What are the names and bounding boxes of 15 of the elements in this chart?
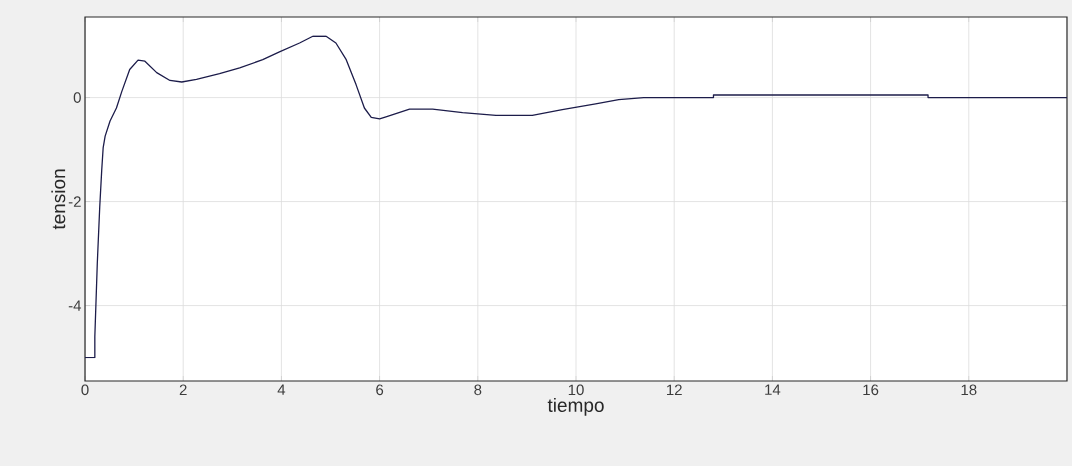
x-tick-label: 14 bbox=[765, 384, 781, 395]
x-tick-label: 0 bbox=[81, 384, 89, 396]
y-tick-label: 0 bbox=[73, 92, 81, 103]
y-tick-label: -4 bbox=[68, 300, 82, 311]
x-tick-label: 18 bbox=[961, 384, 977, 396]
x-axis-title: tiempo bbox=[547, 398, 604, 416]
x-tick-label: 6 bbox=[376, 384, 384, 396]
y-axis-title: tension bbox=[51, 169, 66, 230]
x-tick-label: 12 bbox=[667, 384, 682, 395]
y-tick-label: -2 bbox=[68, 196, 81, 207]
x-tick-label: 4 bbox=[277, 384, 286, 395]
x-tick-label: 2 bbox=[179, 384, 187, 395]
x-tick-label: 16 bbox=[863, 384, 879, 396]
x-tick-label: 10 bbox=[568, 384, 584, 396]
x-tick-label: 8 bbox=[474, 384, 482, 396]
